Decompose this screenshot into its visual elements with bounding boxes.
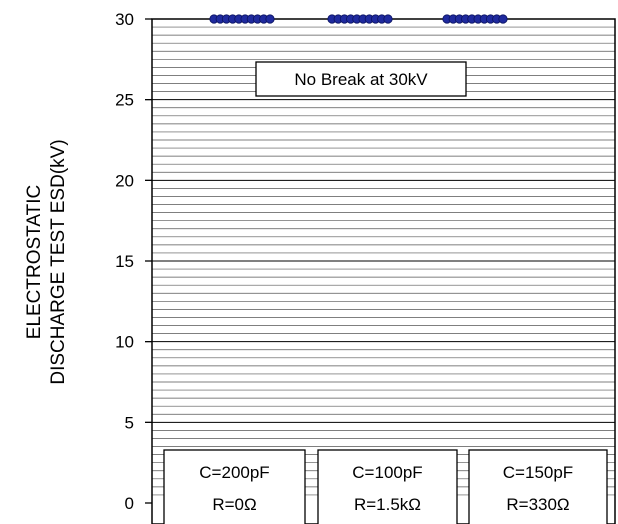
- data-point: [383, 14, 393, 24]
- group-capacitance-label: C=100pF: [352, 463, 422, 482]
- group-capacitance-label: C=150pF: [503, 463, 573, 482]
- data-point: [498, 14, 508, 24]
- y-tick-label: 20: [115, 171, 134, 190]
- group-resistance-label: R=330Ω: [506, 495, 569, 514]
- marker-layer: [209, 14, 508, 24]
- annotation-text: No Break at 30kV: [294, 70, 428, 89]
- group-label-box: C=150pF R=330Ω: [468, 449, 608, 524]
- group-resistance-label: R=0Ω: [212, 495, 256, 514]
- y-tick-label: 0: [125, 494, 134, 513]
- y-tick-label: 15: [115, 252, 134, 271]
- group-label-box: C=200pF R=0Ω: [163, 449, 306, 524]
- y-axis-label-line1: ELECTROSTATIC: [24, 185, 45, 339]
- group-label-boxes: C=200pF R=0Ω C=100pF R=1.5kΩ C=150pF R=330Ω: [163, 449, 608, 524]
- group-resistance-label: R=1.5kΩ: [354, 495, 421, 514]
- y-tick-layer: 0 5 10 15 20 25 30: [115, 10, 152, 513]
- y-tick-label: 5: [125, 413, 134, 432]
- grid-layer: [152, 26, 615, 496]
- group-label-box: C=100pF R=1.5kΩ: [317, 449, 458, 524]
- y-tick-label: 30: [115, 10, 134, 29]
- y-tick-label: 10: [115, 333, 134, 352]
- y-axis-label-line2: DISCHARGE TEST ESD(kV): [48, 139, 69, 384]
- y-tick-label: 25: [115, 91, 134, 110]
- annotation-box: No Break at 30kV: [255, 61, 467, 97]
- data-point: [265, 14, 275, 24]
- group-capacitance-label: C=200pF: [199, 463, 269, 482]
